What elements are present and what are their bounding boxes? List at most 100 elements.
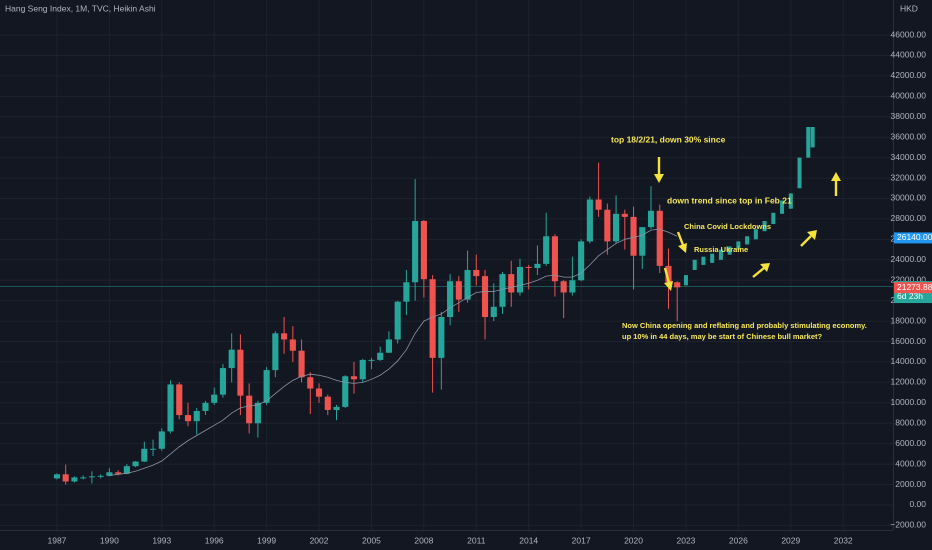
x-tick-label: 2029	[781, 535, 800, 545]
candle-body	[525, 266, 532, 268]
projection-bar	[762, 220, 767, 232]
y-tick-label: 34000.00	[891, 152, 927, 162]
x-tick-label: 1996	[205, 535, 224, 545]
projection-bar	[810, 126, 815, 148]
candle-body	[193, 410, 200, 422]
x-tick-label: 2002	[310, 535, 329, 545]
y-tick-label: 22000.00	[891, 274, 927, 284]
price-label: 26140.00	[897, 232, 932, 242]
candle-body	[246, 395, 253, 424]
candle-body	[115, 472, 122, 474]
candle-body	[263, 370, 270, 403]
candle-body	[586, 199, 593, 242]
projection-bar	[806, 126, 811, 158]
annotation: Now China opening and reflating and prob…	[622, 321, 867, 330]
y-tick-label: −2000.00	[890, 520, 926, 530]
y-tick-label: 18000.00	[891, 315, 927, 325]
y-tick-label: 36000.00	[891, 131, 927, 141]
candle-body	[403, 282, 410, 302]
candle-body	[359, 359, 366, 380]
candle-body	[254, 402, 261, 424]
axes: −2000.00 0.00 2000.00 4000.00 6000.00 8000.00…	[47, 29, 932, 545]
annotation: China Covid Lockdowns	[684, 222, 771, 231]
candle-body	[429, 279, 436, 358]
y-tick-label: 42000.00	[891, 70, 927, 80]
arrow	[676, 231, 685, 246]
candle-body	[613, 213, 620, 242]
candle-body	[141, 448, 148, 462]
price-label: 21273.88	[897, 282, 932, 292]
candle-body	[394, 301, 401, 340]
projection-bar	[753, 229, 758, 240]
candle-body	[289, 339, 296, 351]
projection-bar	[771, 212, 776, 225]
candle-body	[578, 241, 585, 281]
projection-bar	[701, 256, 706, 265]
candle-body	[595, 199, 602, 210]
y-tick-label: 28000.00	[891, 213, 927, 223]
candle-body	[455, 281, 462, 300]
candle-body	[158, 431, 165, 449]
candle-body	[211, 394, 218, 403]
candle-body	[473, 270, 480, 277]
candle-body	[324, 396, 331, 410]
candle-body	[560, 281, 567, 293]
projection-bar	[788, 193, 793, 209]
candle-body	[543, 236, 550, 264]
candle-body	[202, 402, 209, 411]
candle-body	[604, 209, 611, 242]
candle-body	[228, 349, 235, 369]
projection-bar	[745, 236, 750, 245]
x-tick-label: 1993	[152, 535, 171, 545]
candle-body	[656, 210, 663, 266]
candle-body	[665, 265, 672, 283]
y-tick-label: 2000.00	[895, 479, 926, 489]
y-tick-label: 14000.00	[891, 356, 927, 366]
x-tick-label: 2020	[624, 535, 643, 545]
y-tick-label: 4000.00	[895, 458, 926, 468]
y-tick-label: 30000.00	[891, 193, 927, 203]
projection-bar	[727, 246, 732, 255]
candle-body	[534, 263, 541, 268]
candle-body	[420, 220, 427, 280]
y-tick-label: 10000.00	[891, 397, 927, 407]
candle-body	[71, 477, 78, 482]
y-tick-label: 46000.00	[891, 29, 927, 39]
arrows	[654, 157, 841, 291]
y-tick-label: 44000.00	[891, 50, 927, 60]
x-tick-label: 2011	[467, 535, 486, 545]
candle-body	[97, 475, 104, 477]
moving-average-line	[109, 228, 678, 476]
candle-body	[464, 270, 471, 300]
y-tick-label: 12000.00	[891, 377, 927, 387]
candle-body	[621, 213, 628, 217]
candle-body	[412, 220, 419, 283]
countdown-label: 6d 23h	[897, 291, 923, 301]
arrow	[663, 267, 671, 284]
grid	[0, 0, 893, 530]
y-tick-label: 38000.00	[891, 111, 927, 121]
arrow-head	[807, 230, 817, 240]
currency-label: HKD	[900, 3, 918, 13]
candle-body	[298, 350, 305, 378]
y-tick-label: 6000.00	[895, 438, 926, 448]
chart-title: Hang Seng Index, 1M, TVC, Heikin Ashi	[5, 3, 156, 13]
candle-body	[377, 352, 384, 360]
projection-bar	[736, 241, 741, 250]
candle-body	[219, 368, 227, 395]
y-tick-label: 8000.00	[895, 417, 926, 427]
projection-bar	[710, 253, 715, 263]
candle-body	[184, 415, 192, 422]
x-tick-label: 2032	[834, 535, 853, 545]
candle-body	[508, 274, 515, 293]
candle-body	[281, 333, 288, 340]
arrow-head	[654, 174, 664, 183]
candle-body	[674, 282, 681, 288]
candle-body	[88, 476, 95, 478]
candle-body	[237, 349, 244, 396]
candle-body	[350, 376, 358, 380]
y-tick-label: 32000.00	[891, 172, 927, 182]
candle-body	[315, 388, 323, 397]
x-tick-label: 1999	[257, 535, 276, 545]
